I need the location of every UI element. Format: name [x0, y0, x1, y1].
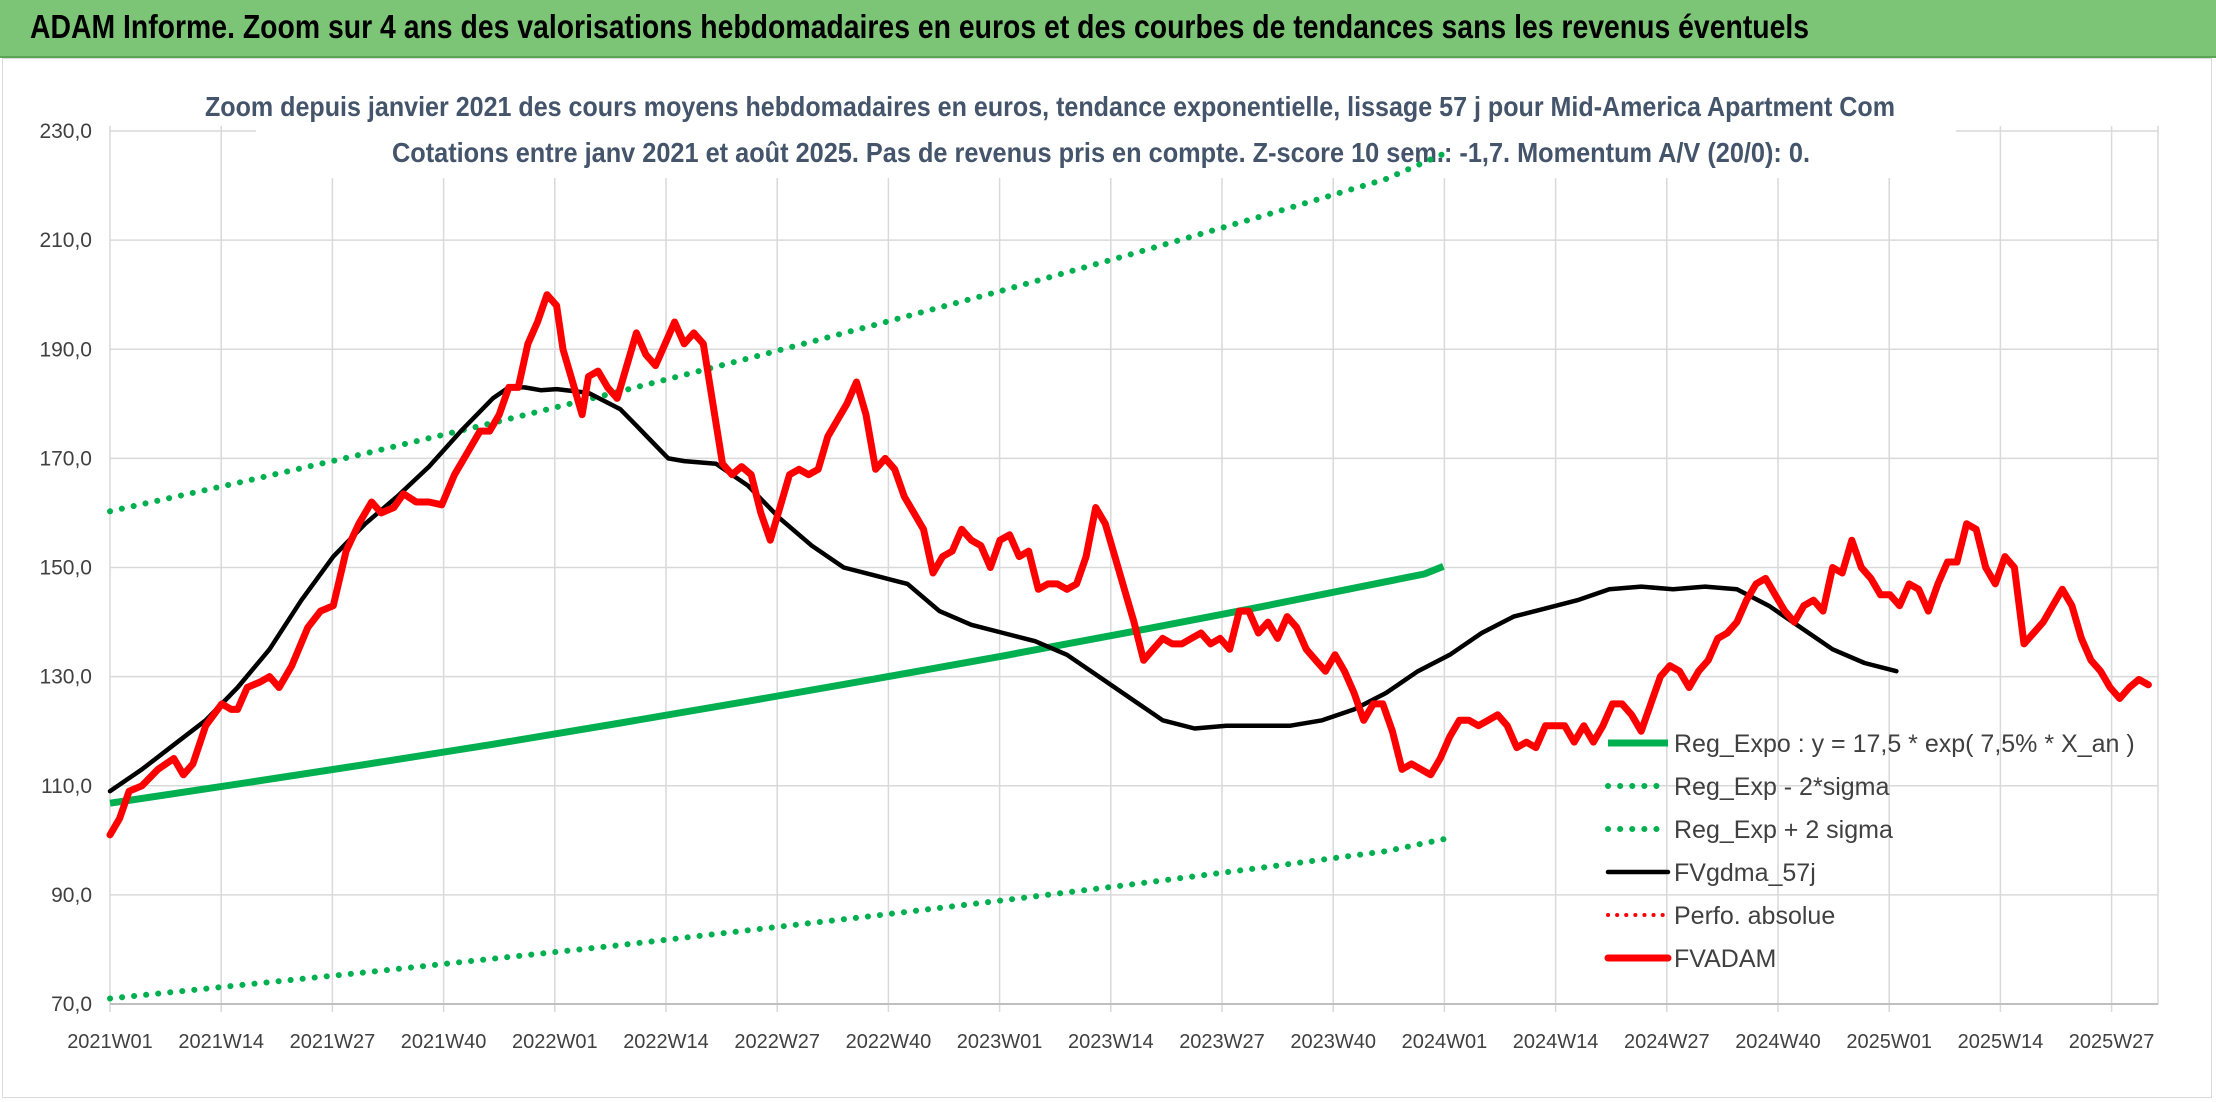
x-tick-label: 2022W27: [734, 1031, 820, 1053]
chart-grid: [109, 126, 2159, 1012]
x-tick-label: 2021W14: [178, 1031, 264, 1053]
x-tick-label: 2022W14: [623, 1031, 709, 1053]
y-tick-label: 90,0: [51, 884, 92, 907]
x-tick-label: 2023W27: [1179, 1031, 1265, 1053]
series-line-2: [107, 150, 1447, 515]
y-tick-label: 130,0: [39, 666, 92, 689]
x-tick-label: 2025W01: [1846, 1031, 1932, 1053]
x-tick-label: 2023W14: [1068, 1031, 1154, 1053]
chart-axes: 70,0 90,0 110,0 130,0 150,0 170,0 190,0 210,0 23…: [39, 120, 2158, 1053]
x-tick-label: 2024W40: [1735, 1031, 1821, 1053]
x-tick-label: 2025W14: [1958, 1031, 2044, 1053]
legend: Reg_Expo : y = 17,5 * exp( 7,5% * X_an )…: [1604, 730, 2135, 973]
chart-subtitle: Cotations entre janv 2021 et août 2025. …: [392, 137, 1810, 168]
series-layer: [106, 150, 2152, 1002]
x-tick-label: 2022W40: [846, 1031, 932, 1053]
legend-label: Perfo. absolue: [1674, 902, 1835, 930]
x-tick-label: 2021W27: [290, 1031, 376, 1053]
chart-frame: [2, 58, 2212, 1098]
report-header-banner: ADAM Informe. Zoom sur 4 ans des valoris…: [0, 0, 2216, 58]
x-tick-label: 2024W01: [1402, 1031, 1488, 1053]
chart-title: Zoom depuis janvier 2021 des cours moyen…: [205, 91, 1895, 122]
y-tick-label: 150,0: [39, 557, 92, 580]
legend-label: Reg_Expo : y = 17,5 * exp( 7,5% * X_an ): [1674, 730, 2135, 758]
y-tick-label: 110,0: [41, 775, 92, 798]
x-tick-label: 2021W40: [401, 1031, 487, 1053]
legend-label: Reg_Exp + 2 sigma: [1674, 816, 1893, 844]
series-line-0: [109, 563, 1445, 807]
x-tick-label: 2024W27: [1624, 1031, 1710, 1053]
x-tick-label: 2025W27: [2069, 1031, 2155, 1053]
y-tick-label: 70,0: [51, 993, 92, 1016]
x-tick-label: 2024W14: [1513, 1031, 1599, 1053]
y-tick-label: 170,0: [39, 447, 92, 470]
series-line-5: [106, 291, 2152, 839]
report-title: ADAM Informe. Zoom sur 4 ans des valoris…: [30, 8, 1810, 45]
x-tick-label: 2023W01: [957, 1031, 1043, 1053]
y-tick-label: 230,0: [39, 120, 92, 143]
x-tick-label: 2023W40: [1290, 1031, 1376, 1053]
subtitle-background: [256, 86, 1956, 178]
legend-label: FVADAM: [1674, 945, 1776, 973]
legend-label: FVgdma_57j: [1674, 859, 1816, 887]
series-line-3: [107, 385, 1899, 794]
x-tick-label: 2021W01: [67, 1031, 153, 1053]
y-tick-label: 190,0: [39, 338, 92, 361]
y-tick-label: 210,0: [39, 229, 92, 252]
x-tick-label: 2022W01: [512, 1031, 598, 1053]
legend-label: Reg_Exp - 2*sigma: [1674, 773, 1889, 801]
